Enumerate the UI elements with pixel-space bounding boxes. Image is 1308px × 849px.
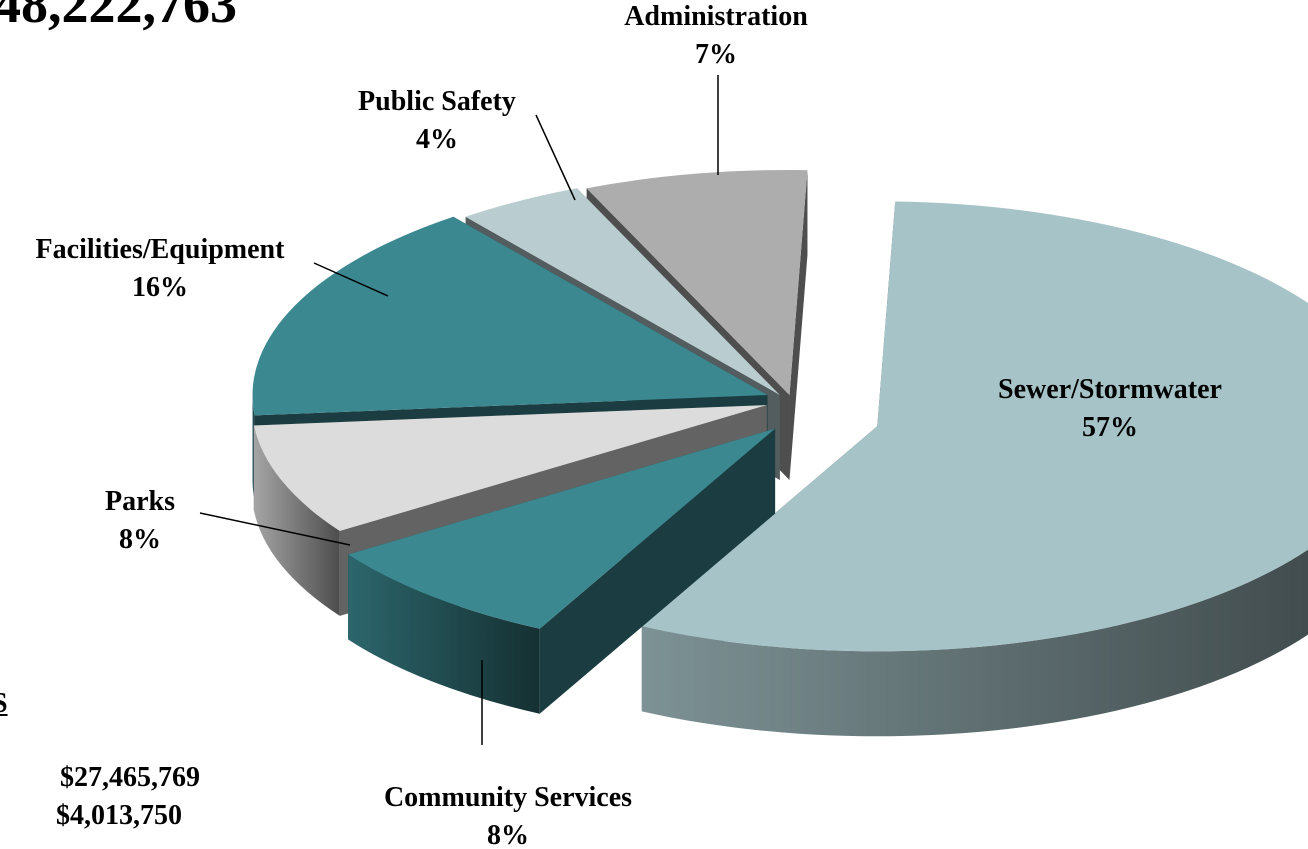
leader-line-parks (199, 512, 351, 546)
slice-rim (348, 554, 540, 714)
slice-label-public-safety: Public Safety (358, 86, 516, 117)
slice-label-parks: Parks (105, 486, 175, 517)
slice-label-administration: Administration (624, 1, 808, 32)
slice-label-community-services: Community Services (384, 782, 632, 813)
slice-top (253, 405, 767, 531)
side-amount-1: $27,465,769 (60, 762, 200, 793)
slice-top (586, 170, 808, 395)
slice-side-wall (789, 170, 808, 480)
slice-top (465, 188, 780, 395)
leader-lines (199, 75, 719, 745)
slice-top (348, 428, 776, 629)
slice-rim (253, 425, 340, 616)
slice-label-facilities-equipment: Facilities/Equipment (36, 234, 286, 265)
slice-percent-community-services: 8% (487, 820, 529, 849)
slice-percent-administration: 7% (695, 39, 737, 70)
slice-community-services (348, 428, 776, 714)
slice-rim (641, 549, 1308, 737)
side-amount-2: $4,013,750 (56, 800, 182, 831)
slice-sewer-stormwater (641, 201, 1308, 737)
slice-percent-parks: 8% (119, 524, 161, 555)
slice-labels: Sewer/Stormwater 57% Community Services 8% P… (36, 1, 1222, 849)
leader-line-facilities-equipment (313, 262, 389, 297)
slice-percent-sewer-stormwater: 57% (1082, 412, 1138, 443)
slice-percent-public-safety: 4% (416, 124, 458, 155)
pie-slices (252, 170, 1308, 737)
slice-top (641, 201, 1308, 652)
leader-line-public-safety (535, 114, 576, 201)
slice-top (252, 216, 768, 416)
total-amount-heading: 48,222,763 (0, 0, 237, 34)
slice-percent-facilities-equipment: 16% (132, 272, 188, 303)
side-heading: S (0, 688, 8, 720)
slice-label-sewer-stormwater: Sewer/Stormwater (998, 374, 1222, 405)
